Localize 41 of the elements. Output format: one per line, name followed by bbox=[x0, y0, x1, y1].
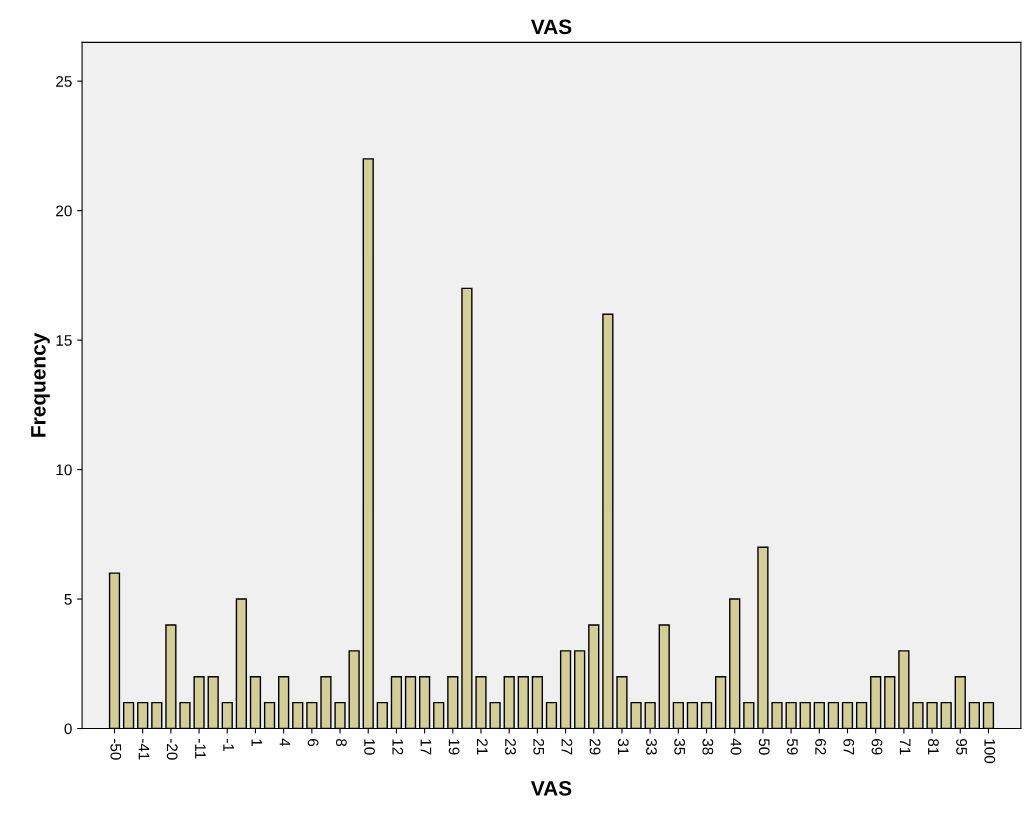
x-tick-label: -20 bbox=[166, 738, 178, 760]
x-tick-label: 67 bbox=[843, 739, 855, 755]
y-tick-label: 0 bbox=[64, 723, 72, 735]
x-tick-label: -50 bbox=[110, 738, 122, 760]
x-tick-label: 12 bbox=[392, 739, 404, 755]
x-tick-label: 71 bbox=[899, 739, 911, 755]
x-tick-label: 10 bbox=[364, 739, 375, 755]
x-tick-label: -11 bbox=[195, 738, 206, 759]
x-tick-label: 100 bbox=[984, 739, 996, 764]
x-tick-label: 23 bbox=[505, 739, 516, 755]
x-tick-label: 1 bbox=[251, 739, 263, 746]
x-tick-label: 81 bbox=[927, 738, 939, 755]
x-tick-label: 95 bbox=[956, 738, 967, 755]
x-tick-label: 21 bbox=[477, 739, 488, 755]
x-tick-label: -1 bbox=[223, 738, 234, 752]
x-tick-label: 4 bbox=[279, 738, 291, 747]
x-tick-label: 6 bbox=[307, 739, 319, 747]
y-tick-label: 5 bbox=[64, 594, 72, 605]
x-tick-label: 69 bbox=[871, 739, 883, 755]
x-tick-label: 35 bbox=[674, 738, 686, 755]
x-tick-label: 50 bbox=[758, 738, 770, 755]
x-tick-label: 25 bbox=[533, 739, 545, 755]
y-tick-label: 15 bbox=[56, 335, 72, 346]
x-tick-label: 59 bbox=[787, 738, 798, 755]
y-axis-title: Frequency bbox=[31, 332, 50, 437]
y-tick-label: 25 bbox=[56, 76, 72, 87]
x-tick-label: 29 bbox=[589, 739, 601, 755]
x-tick-label: 62 bbox=[815, 739, 827, 755]
x-tick-label: -41 bbox=[138, 738, 150, 760]
y-tick-label: 20 bbox=[56, 205, 72, 217]
x-tick-label: 27 bbox=[561, 739, 573, 755]
x-tick-label: 40 bbox=[730, 738, 742, 755]
x-tick-label: 8 bbox=[335, 738, 347, 747]
x-tick-label: 33 bbox=[646, 738, 657, 755]
x-tick-label: 17 bbox=[420, 739, 432, 755]
chart-title: VAS bbox=[530, 19, 572, 35]
x-tick-label: 19 bbox=[448, 739, 460, 755]
x-axis-title: VAS bbox=[530, 780, 572, 796]
x-tick-label: 38 bbox=[702, 738, 714, 755]
y-tick-label: 10 bbox=[56, 464, 72, 476]
x-tick-label: 31 bbox=[617, 738, 629, 755]
